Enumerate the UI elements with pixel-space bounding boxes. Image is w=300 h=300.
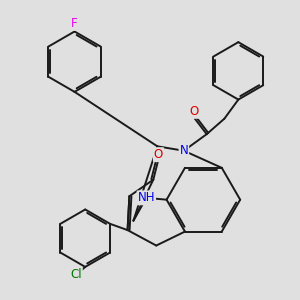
Text: N: N	[179, 144, 188, 157]
Text: F: F	[71, 17, 78, 30]
Text: O: O	[190, 105, 199, 118]
Text: O: O	[154, 148, 163, 161]
Text: NH: NH	[138, 191, 155, 204]
Text: Cl: Cl	[70, 268, 82, 281]
